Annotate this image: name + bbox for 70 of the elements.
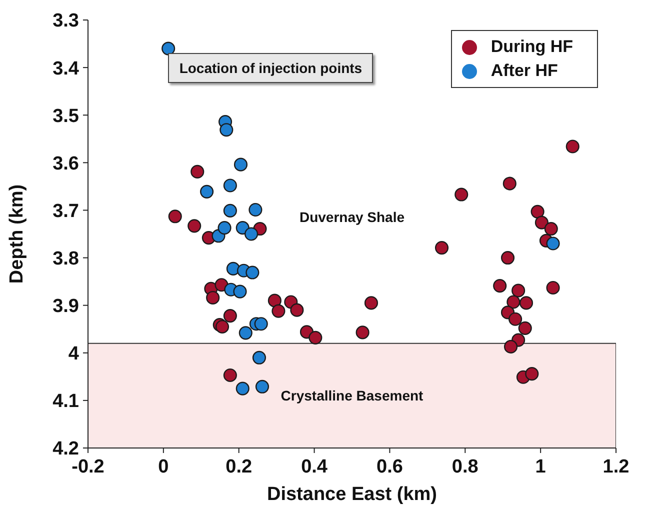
x-tick-label: 1 [535,456,546,478]
point [308,330,322,344]
point [206,290,220,304]
x-axis-title: Distance East (km) [266,484,438,505]
point [508,312,522,326]
point [223,368,237,382]
x-tick-label: 0.6 [376,456,403,478]
point [518,321,532,335]
point [254,317,268,331]
point [506,295,520,309]
x-tick-label: 0 [158,456,169,478]
y-tick-label: 3.4 [52,58,80,80]
point [454,188,468,202]
point [223,204,237,218]
point [236,382,250,396]
point [223,178,237,192]
y-axis-title: Depth (km) [6,184,28,284]
point [356,326,370,340]
point [233,284,247,298]
point [246,266,260,280]
annotation: Duvernay Shale [299,208,405,225]
point [566,140,580,154]
point [512,284,526,298]
band-label: Crystalline Basement [280,388,424,404]
point [546,236,560,250]
point [162,42,176,56]
point [364,296,378,310]
y-tick-label: 4 [68,344,80,365]
x-tick-label: 0.4 [301,456,328,478]
y-tick-label: 3.5 [52,106,80,127]
legend-label: During HF [490,37,573,56]
point [200,184,214,198]
annotation: Location of injection points [168,52,374,83]
point [504,340,518,354]
point [525,367,539,381]
point [546,280,560,295]
y-tick-label: 3.8 [52,248,79,270]
point [190,164,204,178]
point [248,202,262,217]
x-tick-label: 0.8 [452,456,478,478]
x-tick-label: 0.2 [226,456,252,478]
y-tick-label: 3.3 [52,10,79,32]
y-tick-label: 4.1 [52,391,80,412]
point [234,158,248,172]
y-tick-label: 3.7 [52,200,79,222]
legend-label: After HF [490,61,558,80]
point [500,251,515,265]
point [519,296,534,310]
point [544,222,558,236]
point [188,219,202,233]
point [238,326,252,340]
point [434,241,449,255]
point [502,176,516,190]
point [255,380,270,394]
point [215,320,230,334]
point [290,303,304,317]
point [244,227,258,241]
point [168,210,182,224]
point [252,350,266,364]
point [493,279,507,293]
x-tick-label: 1.2 [602,456,630,478]
point [534,216,548,230]
point [272,304,286,318]
point [223,309,237,323]
y-tick-label: 3.6 [52,153,79,174]
y-tick-label: 3.9 [52,296,79,318]
point [218,221,232,235]
point [220,123,234,137]
point [530,204,544,218]
point [268,294,282,308]
